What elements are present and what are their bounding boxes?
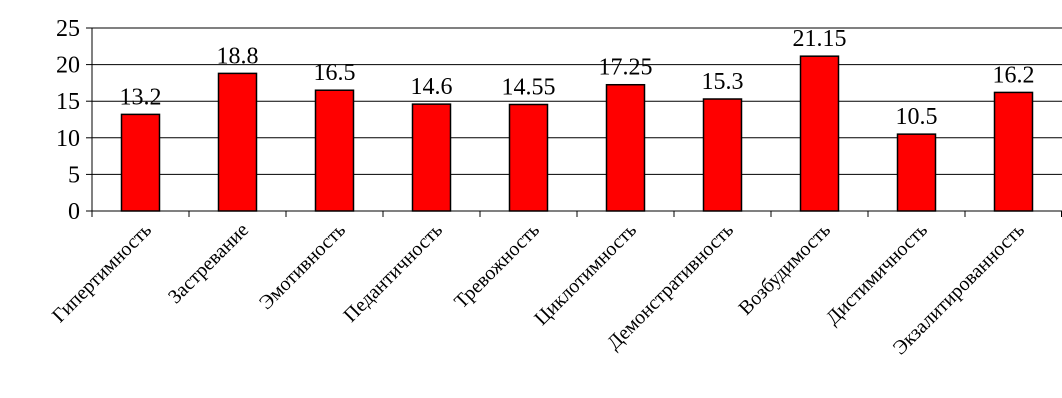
category-label: Эмотивность <box>255 219 350 314</box>
data-label: 14.6 <box>411 74 453 100</box>
y-tick-labels: 0 5 10 15 20 25 <box>56 16 80 225</box>
data-label: 16.2 <box>993 62 1035 88</box>
bar <box>120 113 161 212</box>
category-label: Возбудимость <box>735 219 836 320</box>
data-label: 15.3 <box>702 69 744 95</box>
category-label: Педантичность <box>339 219 447 327</box>
bar <box>993 91 1034 212</box>
y-tick-label: 5 <box>68 162 80 188</box>
bar <box>314 89 355 212</box>
bar <box>896 133 937 212</box>
category-label: Гипертимность <box>48 219 156 327</box>
bar <box>702 98 743 212</box>
y-tick-label: 10 <box>56 126 80 152</box>
category-label: Циклотимность <box>530 219 641 330</box>
y-tick-label: 20 <box>56 53 80 79</box>
data-label: 14.55 <box>502 74 556 100</box>
bar <box>605 83 646 212</box>
bar <box>411 103 452 212</box>
bar <box>217 72 258 212</box>
category-label: Застревание <box>164 219 253 308</box>
category-label: Тревожность <box>450 219 544 313</box>
data-labels: 13.2 18.8 16.5 14.6 14.55 17.25 15.3 21.15 10.5 1… <box>120 26 1035 130</box>
category-label: Дистимичность <box>822 219 932 329</box>
y-tick-label: 15 <box>56 89 80 115</box>
data-label: 10.5 <box>896 104 938 130</box>
data-label: 21.15 <box>793 26 847 52</box>
data-label: 13.2 <box>120 84 162 110</box>
data-label: 18.8 <box>217 43 259 69</box>
bar <box>508 103 549 212</box>
category-labels: Гипертимность Застревание ЭмотивностьПедан… <box>48 219 1029 359</box>
bar <box>799 55 840 212</box>
y-tick-label: 25 <box>56 16 80 42</box>
y-tick-label: 0 <box>68 199 80 225</box>
bars <box>120 55 1034 212</box>
data-label: 16.5 <box>314 60 356 86</box>
data-label: 17.25 <box>599 55 653 81</box>
